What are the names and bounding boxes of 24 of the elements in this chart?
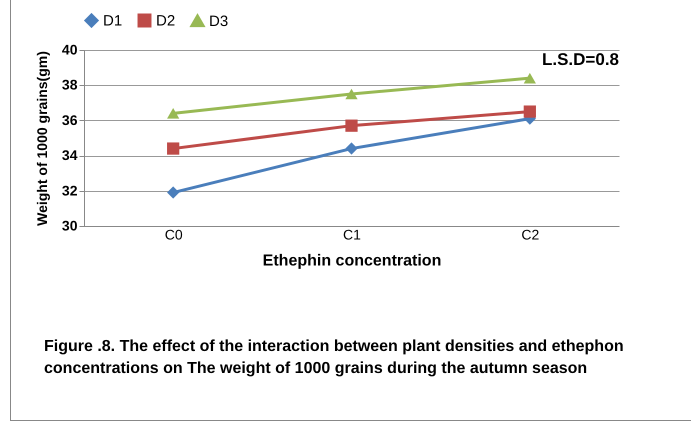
point: [524, 72, 536, 84]
text: Figure .8. The effect of the interaction between plant densities and ethephon concentrations on The weight of 1000 grains during the autumn season: [44, 337, 625, 379]
point: [345, 120, 358, 132]
point: [524, 105, 536, 118]
point: [167, 186, 180, 199]
y-tick-label: 36: [62, 112, 78, 128]
y-tick-label: 30: [62, 218, 78, 234]
y-tick-label: 38: [62, 76, 78, 93]
x-tick-label: C2: [521, 226, 540, 242]
x-tick-label: C1: [343, 226, 362, 242]
legend-label: D1: [103, 12, 122, 30]
point: [345, 88, 358, 100]
y-tick-label: 34: [62, 147, 78, 164]
x-tick-label: C0: [164, 226, 183, 242]
legend-label: D2: [156, 12, 176, 30]
y-tick-label: 32: [62, 182, 78, 198]
point: [167, 142, 180, 155]
legend-label: D3: [209, 12, 228, 30]
annotation: L.S.D=0.8: [542, 50, 619, 69]
point: [345, 142, 358, 155]
y-axis-title: Weight of 1000 grains(gm): [34, 51, 50, 226]
y-tick-label: 40: [62, 42, 78, 58]
point: [167, 108, 180, 119]
x-axis-title: Ethephin concentration: [262, 252, 442, 270]
